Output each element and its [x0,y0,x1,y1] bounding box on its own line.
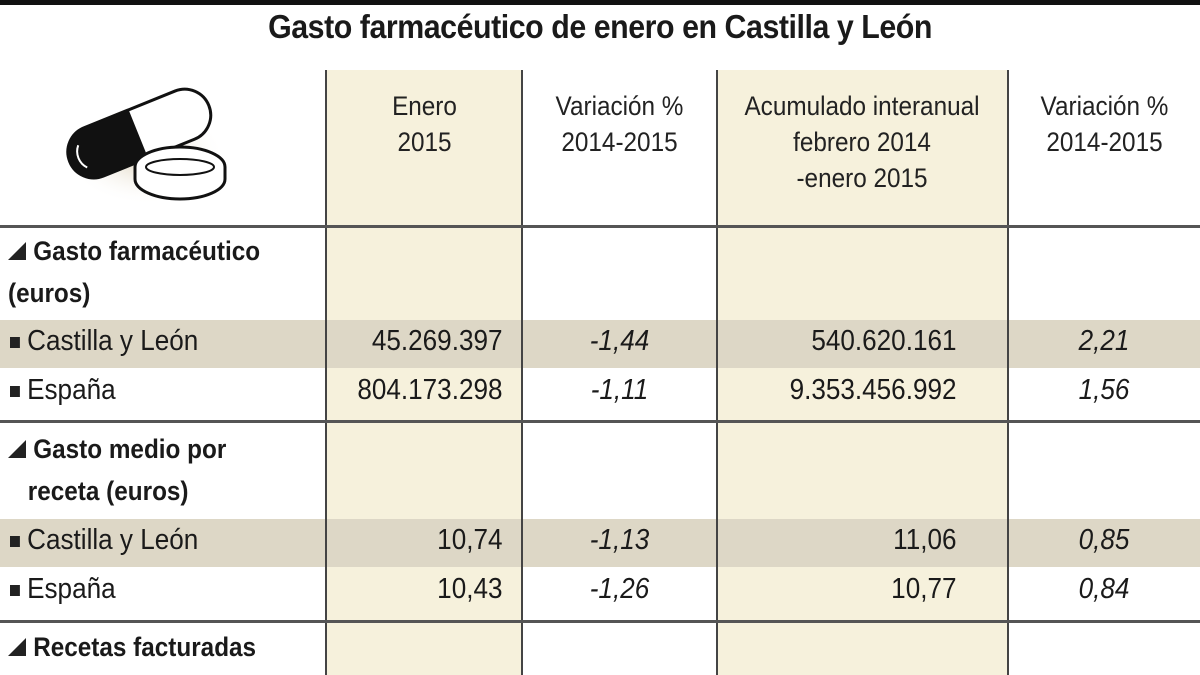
row-shade [0,320,1200,368]
table-cell: -1,13 [589,524,650,556]
section-gasto-medio: Gasto medio por receta (euros) [8,428,226,512]
header-line: Variación % [555,91,684,121]
section-label: (euros) [8,278,91,308]
row-divider [0,620,1200,623]
column-divider [325,70,327,675]
row-divider [0,420,1200,423]
column-highlight-acumulado [718,70,1008,675]
table-cell: 10,77 [891,573,957,605]
section-label: Gasto medio por [33,434,227,464]
table-cell: 2,21 [1078,325,1130,357]
header-variacion-2: Variación % 2014-2015 [1019,88,1191,160]
row-label: España [10,573,116,606]
header-line: -enero 2015 [796,163,928,193]
triangle-icon [8,638,26,656]
table-cell: 0,84 [1078,573,1130,605]
header-line: 2014-2015 [1046,127,1163,157]
section-recetas-facturadas: Recetas facturadas [8,626,256,668]
table-cell: 804.173.298 [357,374,503,406]
row-divider [0,225,1200,228]
header-line: febrero 2014 [793,127,931,157]
table-cell: 0,85 [1078,524,1130,556]
header-line: 2015 [397,127,452,157]
header-acumulado: Acumulado interanual febrero 2014 -enero… [727,88,997,196]
column-divider [716,70,718,675]
header-line: Enero [392,91,457,121]
header-variacion-1: Variación % 2014-2015 [532,88,708,160]
table-cell: 10,43 [437,573,503,605]
triangle-icon [8,242,26,260]
table-cell: -1,11 [590,374,649,406]
table-cell: 540.620.161 [811,325,957,357]
table-cell: -1,26 [589,573,650,605]
section-label: Gasto farmacéutico [33,236,261,266]
section-label: receta (euros) [27,476,189,506]
top-rule [0,0,1200,5]
row-shade [0,519,1200,567]
header-line: 2014-2015 [561,127,678,157]
row-label: Castilla y León [10,325,198,358]
header-line: Acumulado interanual [744,91,980,121]
row-label: España [10,374,116,407]
triangle-icon [8,440,26,458]
table-cell: 10,74 [437,524,503,556]
square-bullet-icon [10,336,20,348]
table-cell: 11,06 [893,524,957,556]
row-label: Castilla y León [10,524,198,557]
section-label: Recetas facturadas [33,632,257,662]
column-highlight-enero [327,70,522,675]
table-cell: 1,56 [1078,374,1130,406]
header-line: Variación % [1040,91,1169,121]
square-bullet-icon [10,584,20,596]
table-cell: -1,44 [589,325,650,357]
pill-icon [65,87,227,205]
square-bullet-icon [10,385,20,397]
header-enero-2015: Enero 2015 [337,88,513,160]
column-divider [521,70,523,675]
chart-title: Gasto farmacéutico de enero en Castilla … [268,8,932,45]
table-cell: 45.269.397 [371,325,503,357]
table-cell: 9.353.456.992 [789,374,957,406]
section-gasto-farmaceutico: Gasto farmacéutico (euros) [8,230,260,314]
column-divider [1007,70,1009,675]
square-bullet-icon [10,535,20,547]
